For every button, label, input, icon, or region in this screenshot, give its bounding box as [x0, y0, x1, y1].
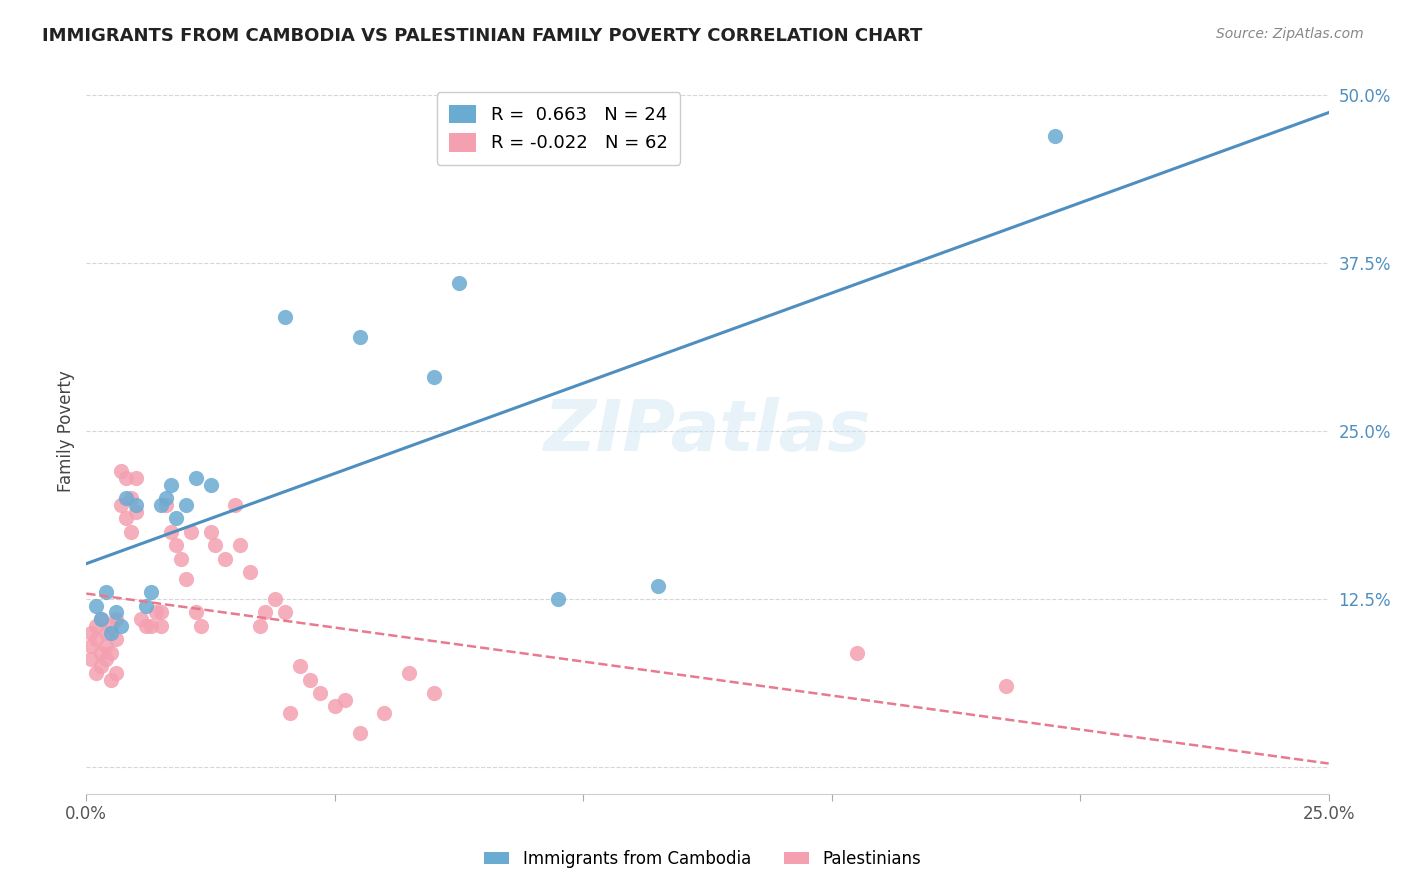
Point: [120, 524, 142, 539]
Point: [139, 585, 162, 599]
Point: [423, 686, 446, 700]
Text: Source: ZipAtlas.com: Source: ZipAtlas.com: [1216, 27, 1364, 41]
Point: [288, 659, 311, 673]
Point: [115, 491, 138, 506]
Point: [90, 612, 112, 626]
Point: [1045, 128, 1067, 143]
Point: [447, 277, 470, 291]
Point: [190, 619, 212, 633]
Point: [349, 726, 371, 740]
Point: [125, 471, 148, 485]
Point: [180, 524, 202, 539]
Point: [200, 524, 222, 539]
Point: [96, 625, 118, 640]
Point: [105, 665, 128, 680]
Point: [145, 606, 167, 620]
Point: [845, 646, 868, 660]
Point: [274, 310, 297, 324]
Point: [96, 652, 118, 666]
Point: [84, 619, 107, 633]
Point: [90, 659, 112, 673]
Point: [84, 632, 107, 647]
Point: [994, 679, 1017, 693]
Point: [110, 498, 132, 512]
Point: [298, 673, 321, 687]
Point: [229, 538, 252, 552]
Point: [100, 625, 122, 640]
Point: [110, 619, 132, 633]
Point: [80, 652, 103, 666]
Point: [125, 498, 148, 512]
Point: [349, 330, 371, 344]
Point: [105, 612, 128, 626]
Point: [80, 639, 103, 653]
Point: [308, 686, 330, 700]
Point: [165, 538, 187, 552]
Point: [647, 578, 669, 592]
Point: [159, 524, 181, 539]
Point: [184, 606, 207, 620]
Legend: R =  0.663   N = 24, R = -0.022   N = 62: R = 0.663 N = 24, R = -0.022 N = 62: [436, 92, 681, 165]
Point: [184, 471, 207, 485]
Point: [135, 599, 157, 613]
Point: [125, 505, 148, 519]
Point: [149, 606, 172, 620]
Point: [80, 625, 103, 640]
Point: [398, 665, 420, 680]
Point: [129, 612, 152, 626]
Point: [200, 478, 222, 492]
Point: [423, 370, 446, 384]
Point: [139, 619, 162, 633]
Point: [373, 706, 395, 720]
Text: ZIPatlas: ZIPatlas: [544, 397, 872, 466]
Point: [90, 612, 112, 626]
Point: [264, 591, 287, 606]
Point: [547, 591, 569, 606]
Point: [165, 511, 187, 525]
Point: [214, 551, 236, 566]
Point: [159, 478, 181, 492]
Text: IMMIGRANTS FROM CAMBODIA VS PALESTINIAN FAMILY POVERTY CORRELATION CHART: IMMIGRANTS FROM CAMBODIA VS PALESTINIAN …: [42, 27, 922, 45]
Y-axis label: Family Poverty: Family Poverty: [58, 370, 75, 492]
Point: [249, 619, 271, 633]
Point: [135, 619, 157, 633]
Point: [84, 599, 107, 613]
Point: [105, 606, 128, 620]
Point: [90, 646, 112, 660]
Point: [110, 464, 132, 478]
Point: [115, 511, 138, 525]
Point: [100, 619, 122, 633]
Point: [120, 491, 142, 506]
Point: [149, 619, 172, 633]
Point: [105, 632, 128, 647]
Point: [174, 572, 197, 586]
Point: [155, 491, 177, 506]
Point: [204, 538, 226, 552]
Point: [100, 673, 122, 687]
Point: [274, 606, 297, 620]
Point: [333, 692, 356, 706]
Point: [96, 639, 118, 653]
Point: [155, 498, 177, 512]
Point: [84, 665, 107, 680]
Legend: Immigrants from Cambodia, Palestinians: Immigrants from Cambodia, Palestinians: [478, 844, 928, 875]
Point: [115, 471, 138, 485]
Point: [254, 606, 277, 620]
Point: [174, 498, 197, 512]
Point: [149, 498, 172, 512]
Point: [239, 565, 262, 579]
Point: [96, 585, 118, 599]
Point: [224, 498, 246, 512]
Point: [170, 551, 193, 566]
Point: [323, 699, 346, 714]
Point: [278, 706, 301, 720]
Point: [100, 646, 122, 660]
